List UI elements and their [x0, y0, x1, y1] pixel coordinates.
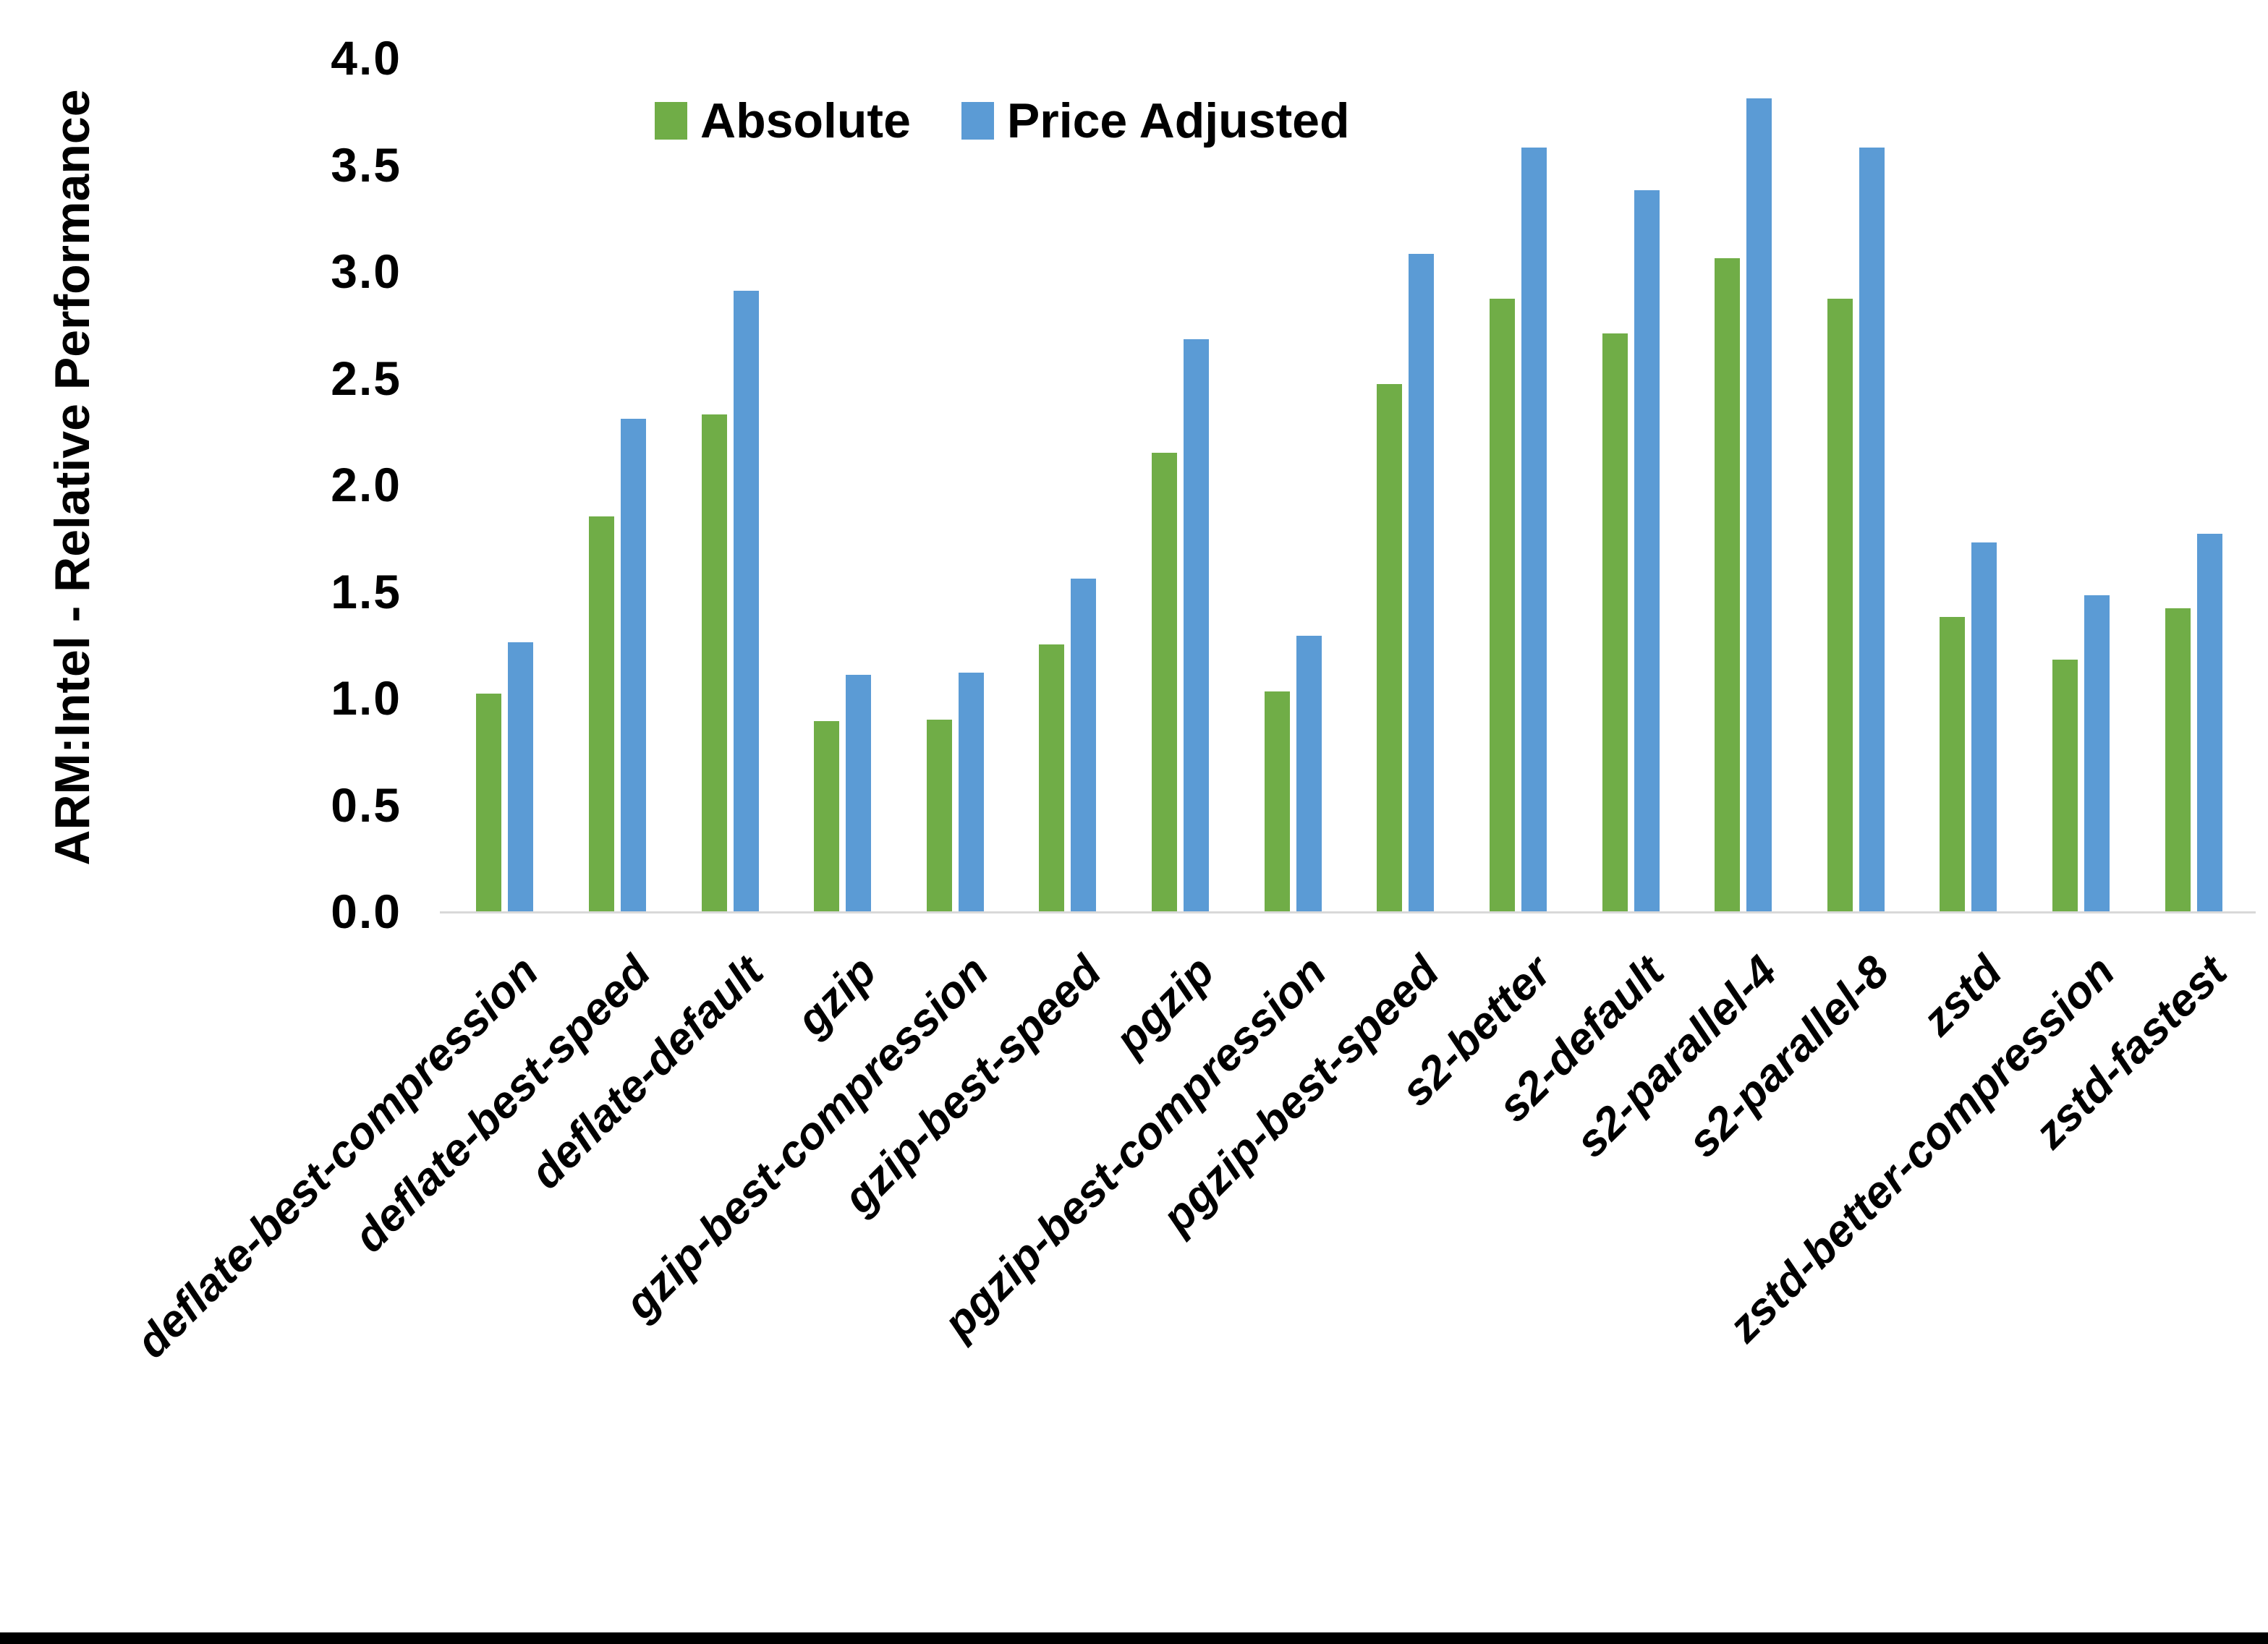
bar-price-adjusted-zstd-fastest	[2196, 533, 2222, 911]
bar-absolute-s2-parallel-4	[1715, 258, 1741, 911]
legend-swatch-absolute	[655, 102, 687, 140]
chart-legend: Absolute Price Adjusted	[655, 93, 1350, 149]
bar-price-adjusted-gzip-best-compression	[958, 672, 984, 911]
bar-absolute-s2-parallel-8	[1827, 299, 1853, 911]
bar-price-adjusted-pgzip	[1184, 339, 1210, 911]
y-tick-label-1.0: 1.0	[331, 671, 402, 725]
bar-price-adjusted-zstd	[1971, 542, 1997, 911]
bar-absolute-deflate-best-compression	[476, 694, 502, 911]
y-tick-label-2.0: 2.0	[331, 458, 402, 511]
y-tick-label-1.5: 1.5	[331, 564, 402, 618]
x-axis-line	[440, 911, 2256, 913]
bar-absolute-deflate-best-speed	[588, 516, 614, 911]
bar-absolute-gzip	[814, 721, 840, 911]
bar-price-adjusted-gzip	[846, 674, 872, 911]
y-tick-label-3.5: 3.5	[331, 137, 402, 192]
bar-price-adjusted-deflate-best-compression	[508, 642, 534, 911]
legend-item-price-adjusted: Price Adjusted	[961, 93, 1350, 149]
legend-label-price-adjusted: Price Adjusted	[1006, 93, 1350, 148]
bar-absolute-s2-better	[1489, 299, 1515, 911]
legend-swatch-price-adjusted	[961, 102, 994, 140]
bar-absolute-deflate-default	[701, 414, 727, 911]
y-tick-label-0.0: 0.0	[331, 885, 402, 938]
bar-price-adjusted-deflate-default	[733, 290, 759, 911]
y-tick-label-4.0: 4.0	[331, 31, 402, 85]
y-tick-label-3.0: 3.0	[331, 244, 402, 298]
bar-price-adjusted-s2-parallel-8	[1859, 147, 1885, 911]
y-tick-label-2.5: 2.5	[331, 351, 402, 405]
bar-absolute-pgzip-best-speed	[1377, 384, 1403, 911]
bar-price-adjusted-deflate-best-speed	[620, 418, 646, 911]
bar-absolute-gzip-best-speed	[1039, 644, 1065, 911]
legend-label-absolute: Absolute	[700, 93, 911, 148]
bar-absolute-gzip-best-compression	[926, 719, 952, 911]
bar-price-adjusted-zstd-better-compression	[2084, 595, 2110, 911]
bar-price-adjusted-s2-default	[1634, 189, 1660, 911]
bar-price-adjusted-pgzip-best-compression	[1296, 636, 1322, 911]
bar-price-adjusted-gzip-best-speed	[1071, 578, 1097, 911]
bar-price-adjusted-s2-better	[1521, 147, 1547, 911]
bottom-border-line	[0, 1632, 2268, 1644]
bar-price-adjusted-s2-parallel-4	[1746, 98, 1772, 911]
bar-absolute-pgzip-best-compression	[1264, 691, 1290, 911]
bar-absolute-zstd-better-compression	[2052, 659, 2078, 911]
bar-price-adjusted-pgzip-best-speed	[1409, 254, 1435, 911]
bar-absolute-zstd-fastest	[2165, 608, 2191, 911]
bar-absolute-pgzip	[1152, 452, 1178, 911]
y-axis-title: ARM:Intel - Relative Performance	[45, 89, 100, 866]
y-tick-label-0.5: 0.5	[331, 778, 402, 832]
bar-absolute-s2-default	[1602, 333, 1628, 911]
legend-item-absolute: Absolute	[655, 93, 911, 149]
bar-absolute-zstd	[1940, 616, 1966, 911]
